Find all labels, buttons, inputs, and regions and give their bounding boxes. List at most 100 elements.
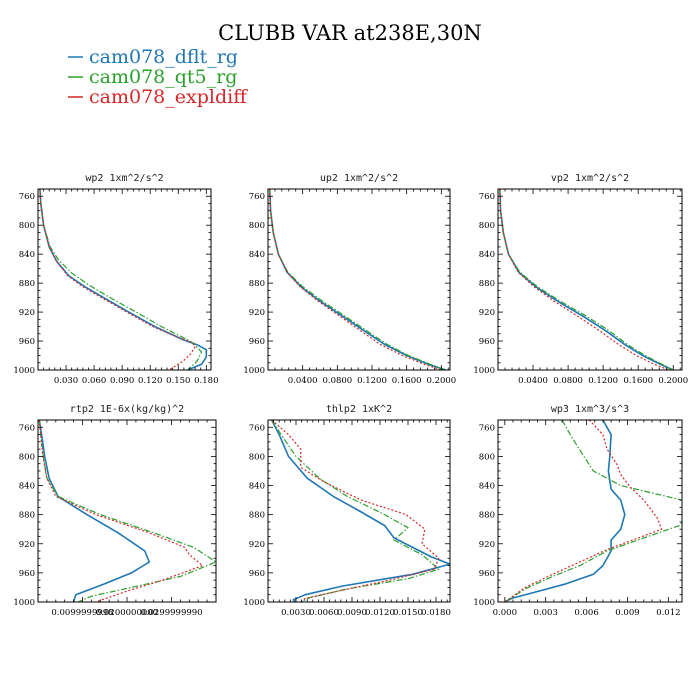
x-tick-label: 0.0200000000 — [96, 608, 158, 618]
y-tick-label: 840 — [19, 482, 35, 492]
y-tick-label: 800 — [249, 221, 265, 231]
y-tick-label: 880 — [19, 511, 35, 521]
series-line — [499, 189, 674, 370]
series-line — [39, 189, 196, 370]
panel-title: wp3 1xm^3/s^3 — [551, 404, 629, 415]
panel-title: up2 1xm^2/s^2 — [320, 173, 398, 184]
series-line — [38, 420, 151, 602]
panel-title: rtp2 1E-6x(kg/kg)^2 — [70, 404, 184, 415]
x-tick-label: 0.006 — [574, 608, 598, 618]
plot-frame — [497, 188, 683, 371]
x-tick-label: 0.1200 — [588, 376, 618, 386]
x-tick-label: 0.150 — [166, 376, 190, 386]
series-line — [269, 189, 442, 370]
legend-label: cam078_expldiff — [89, 86, 248, 108]
y-tick-label: 840 — [479, 250, 495, 260]
series-line — [504, 420, 682, 602]
plot-frame — [267, 419, 451, 603]
y-tick-label: 760 — [249, 192, 265, 202]
x-tick-label: 0.0400 — [518, 376, 548, 386]
legend-label: cam078_dflt_rg — [89, 46, 238, 68]
y-tick-label: 920 — [249, 308, 265, 318]
series-line — [504, 420, 663, 602]
chart-panel: wp3 1xm^3/s^3 760 800 840 880 920 960 10000.000… — [473, 404, 683, 618]
series-line — [499, 189, 670, 370]
y-tick-label: 920 — [249, 540, 265, 550]
y-tick-label: 920 — [19, 540, 35, 550]
y-tick-label: 880 — [19, 279, 35, 289]
y-tick-label: 760 — [19, 423, 35, 433]
y-tick-label: 960 — [479, 569, 495, 579]
series-line — [38, 420, 204, 602]
y-tick-label: 1000 — [13, 366, 35, 376]
x-tick-label: 0.0030 — [281, 608, 311, 618]
chart-panel: thlp2 1xK^276080084088092096010000.00300… — [243, 404, 451, 618]
y-tick-label: 760 — [479, 192, 495, 202]
chart-panel: vp2 1xm^2/s^2 760 800 840 880 920 960 1000 0.040… — [473, 173, 688, 386]
y-tick-label: 880 — [249, 511, 265, 521]
x-tick-label: 0.1200 — [357, 376, 387, 386]
chart-panel: up2 1xm^2/s^2 760 800 840 880 920 960 1000 0.040… — [243, 173, 456, 386]
series-line — [271, 420, 440, 602]
y-tick-label: 1000 — [243, 598, 265, 608]
x-tick-label: 0.1600 — [392, 376, 422, 386]
x-tick-label: 0.0800 — [553, 376, 583, 386]
x-tick-label: 0.060 — [82, 376, 106, 386]
series-line — [39, 189, 203, 370]
y-tick-label: 760 — [479, 423, 495, 433]
y-tick-label: 1000 — [243, 366, 265, 376]
series-line — [269, 189, 446, 370]
x-tick-label: 0.120 — [138, 376, 162, 386]
x-tick-label: 0.2000 — [426, 376, 456, 386]
plot-frame — [267, 188, 451, 371]
x-tick-label: 0.000 — [493, 608, 517, 618]
x-tick-label: 0.2000 — [658, 376, 688, 386]
plot-frame — [37, 188, 212, 371]
y-tick-label: 760 — [19, 192, 35, 202]
figure-title: CLUBB VAR at238E,30N — [218, 21, 482, 45]
x-tick-label: 0.030 — [54, 376, 78, 386]
y-tick-label: 960 — [249, 337, 265, 347]
series-line — [271, 420, 440, 602]
plot-frame — [497, 419, 683, 603]
y-tick-label: 920 — [479, 308, 495, 318]
x-tick-label: 0.0400 — [288, 376, 318, 386]
x-tick-label: 0.0150 — [393, 608, 423, 618]
x-tick-label: 0.0060 — [309, 608, 339, 618]
y-tick-label: 1000 — [473, 366, 495, 376]
x-tick-label: 0.0090 — [337, 608, 367, 618]
y-tick-label: 840 — [249, 250, 265, 260]
x-tick-label: 0.090 — [110, 376, 134, 386]
x-tick-label: 0.0120 — [365, 608, 395, 618]
y-tick-label: 800 — [19, 452, 35, 462]
x-tick-label: 0.009 — [615, 608, 639, 618]
y-tick-label: 840 — [479, 482, 495, 492]
y-tick-label: 840 — [249, 482, 265, 492]
y-tick-label: 960 — [249, 569, 265, 579]
x-tick-label: 0.180 — [194, 376, 218, 386]
x-tick-label: 0.0800 — [322, 376, 352, 386]
y-tick-label: 800 — [479, 221, 495, 231]
y-tick-label: 920 — [19, 308, 35, 318]
y-tick-label: 960 — [479, 337, 495, 347]
y-tick-label: 920 — [479, 540, 495, 550]
series-line — [504, 420, 626, 602]
y-tick-label: 880 — [249, 279, 265, 289]
y-tick-label: 840 — [19, 250, 35, 260]
chart-panel: rtp2 1E-6x(kg/kg)^2 760 800 840 880 920 960 100… — [13, 404, 217, 618]
legend: cam078_dflt_rgcam078_qt5_rgcam078_expldi… — [68, 46, 248, 108]
panel-title: thlp2 1xK^2 — [326, 404, 392, 415]
y-tick-label: 800 — [479, 452, 495, 462]
x-tick-label: 0.0099999998 — [51, 608, 113, 618]
x-tick-label: 0.0299999990 — [140, 608, 202, 618]
y-tick-label: 960 — [19, 337, 35, 347]
panels: wp2 1xm^2/s^2 760 800 840 880 920 960 1000 0.030… — [13, 173, 688, 618]
panel-title: wp2 1xm^2/s^2 — [85, 173, 163, 184]
y-tick-label: 880 — [479, 511, 495, 521]
x-tick-label: 0.012 — [656, 608, 680, 618]
y-tick-label: 760 — [249, 423, 265, 433]
panel-title: vp2 1xm^2/s^2 — [551, 173, 629, 184]
x-tick-label: 0.0180 — [421, 608, 451, 618]
x-tick-label: 0.003 — [534, 608, 558, 618]
